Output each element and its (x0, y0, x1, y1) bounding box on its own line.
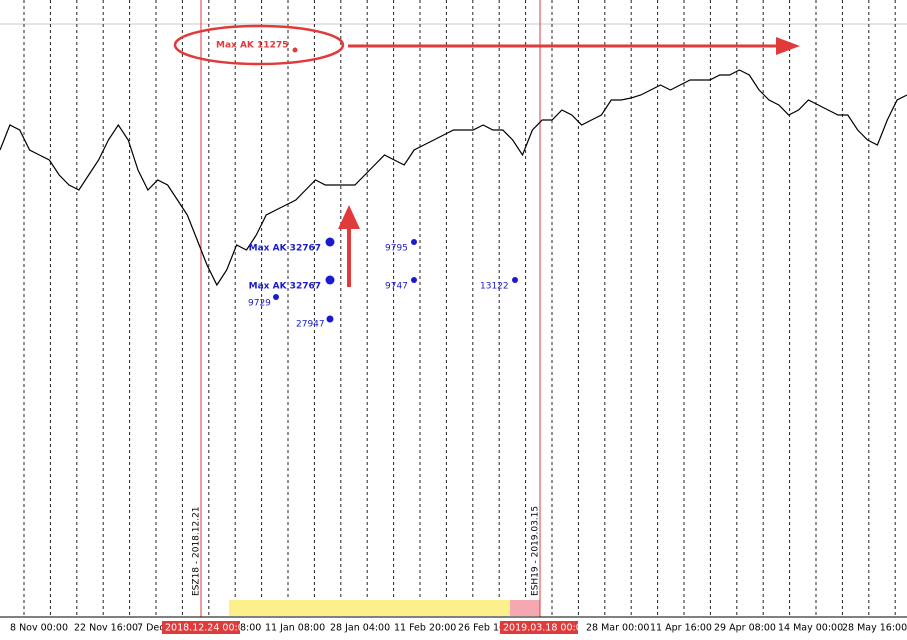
grid (23, 0, 896, 617)
marker-dot (325, 237, 335, 247)
marker-dot (325, 275, 335, 285)
annotation: 27947 (296, 320, 325, 330)
x-tick-label: 28 Mar 00:00 (586, 623, 649, 634)
marker-dot (326, 315, 334, 323)
pink-period (510, 600, 540, 616)
marker-dot (411, 277, 417, 283)
marker-dot (292, 47, 298, 53)
x-tick-label: 29 Apr 08:00 (714, 623, 776, 634)
x-tick-label: 2019.03.18 00:00 (503, 623, 588, 634)
x-tick-label: 8 Nov 00:00 (10, 623, 68, 634)
x-tick-label: 22 Nov 16:00 (74, 623, 138, 634)
x-tick-label: 28 Jan 04:00 (330, 623, 390, 634)
arrow-head (776, 37, 800, 55)
marker-dot (512, 277, 518, 283)
marker-dot (411, 239, 417, 245)
annotation: Max AK 32767 (249, 282, 321, 292)
x-tick-label: 11 Jan 08:00 (265, 623, 325, 634)
annotation: 13122 (480, 282, 509, 292)
marker-dot (273, 294, 279, 300)
x-tick-label: 7 Dec (137, 623, 164, 634)
highlight-ellipse (173, 24, 345, 66)
arrow-head (338, 205, 360, 229)
annotation: 9729 (248, 299, 271, 309)
x-tick-label: 14 May 00:00 (778, 623, 843, 634)
event-label: ESZ18 - 2018.12.21 (192, 506, 202, 596)
x-tick-label: 8:00 (240, 623, 261, 634)
x-tick-label: 2018.12.24 00:00 (165, 623, 250, 634)
event-label: ESH19 - 2019.03.15 (531, 506, 541, 596)
x-tick-label: 11 Apr 16:00 (650, 623, 712, 634)
label-highlight (500, 621, 578, 634)
label-highlight (162, 621, 240, 634)
annotation: Max AK 11275 (216, 41, 288, 51)
x-tick-label: 11 Feb 20:00 (394, 623, 456, 634)
x-tick-label: 28 May 16:00 (842, 623, 907, 634)
price-line (0, 69, 907, 287)
yellow-period (229, 600, 510, 616)
annotation: 9795 (385, 244, 408, 254)
x-tick-label: 26 Feb 16 (458, 623, 505, 634)
annotation: Max AK 32767 (249, 244, 321, 254)
annotation: 9747 (385, 282, 408, 292)
